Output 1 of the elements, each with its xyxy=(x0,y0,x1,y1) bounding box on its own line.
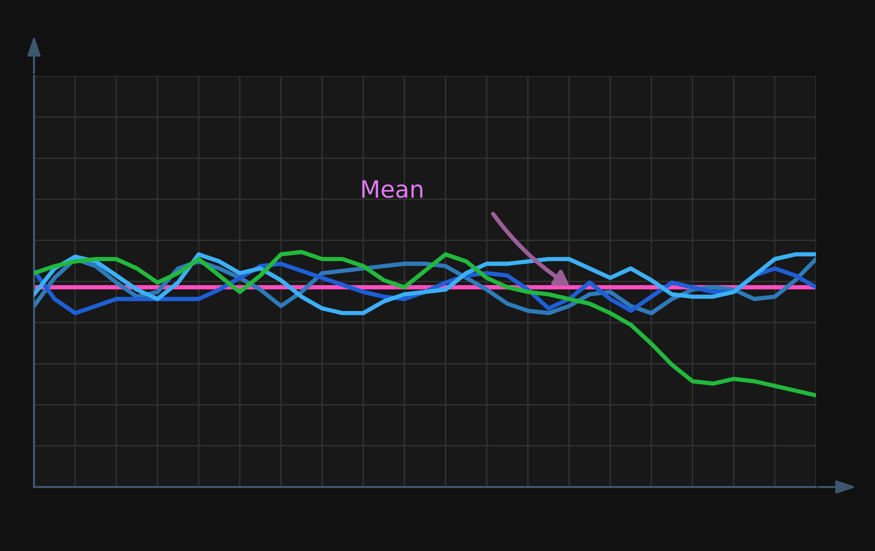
text: Mean xyxy=(362,180,422,198)
